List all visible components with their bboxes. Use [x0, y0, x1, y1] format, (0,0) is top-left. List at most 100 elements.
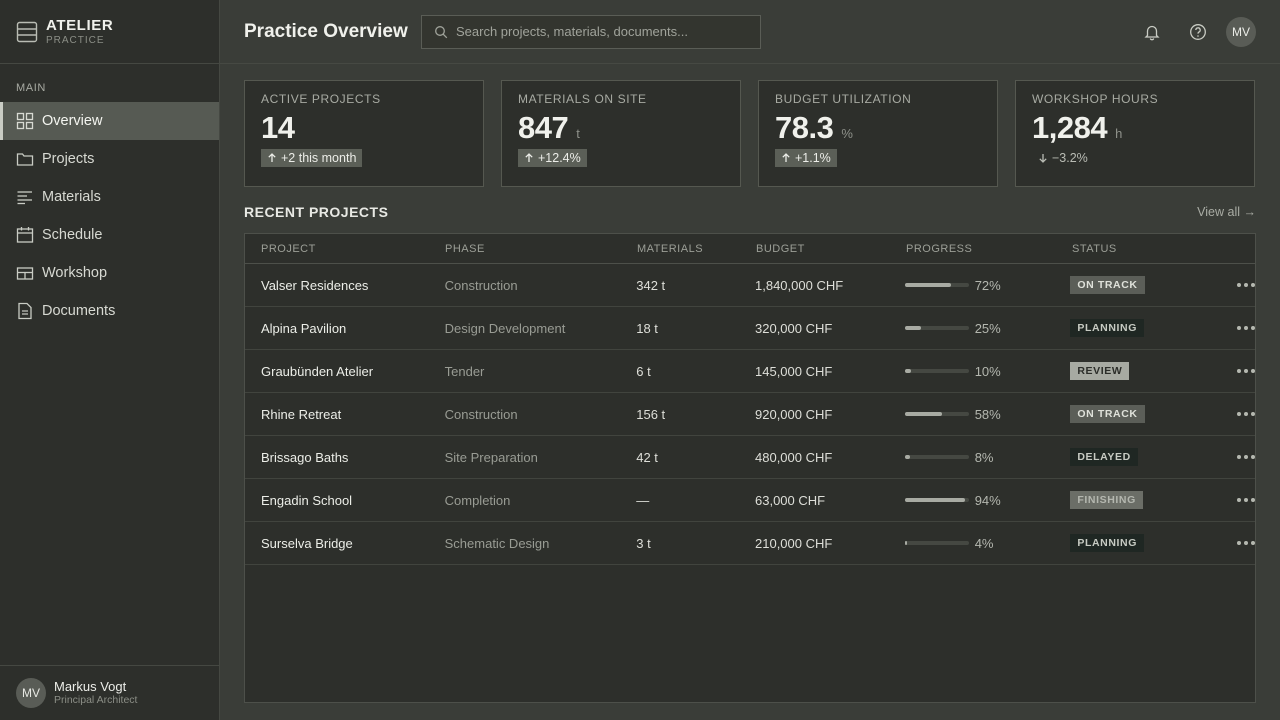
notifications-button[interactable] [1136, 16, 1168, 48]
kpi-delta: +2 this month [261, 149, 363, 167]
kpi-card-materials-on-site: MATERIALS ON SITE 847 t +12.4% [501, 80, 741, 187]
kpi-cards: ACTIVE PROJECTS 14 +2 this month MATERIA… [244, 80, 1255, 187]
more-options-icon[interactable] [1237, 365, 1255, 377]
progress-bar [904, 498, 969, 502]
progress-bar [904, 412, 969, 416]
kpi-unit: t [576, 126, 580, 141]
status-badge: REVIEW [1070, 362, 1130, 380]
user-profile[interactable]: MV Markus Vogt Principal Architect [0, 665, 219, 720]
sidebar-item-projects[interactable]: Projects [0, 140, 219, 178]
status-cell: PLANNING [1070, 319, 1210, 337]
progress-bar-fill [904, 326, 921, 330]
progress-bar [904, 541, 969, 545]
more-options-icon[interactable] [1237, 451, 1255, 463]
sidebar-item-label: Overview [42, 113, 103, 129]
table-row[interactable]: Surselva Bridge Schematic Design 3 t 210… [245, 522, 1255, 565]
sidebar-item-schedule[interactable]: Schedule [0, 216, 219, 254]
project-name: Surselva Bridge [261, 535, 353, 551]
table-row[interactable]: Engadin School Completion — 63,000 CHF 9… [245, 479, 1255, 522]
sidebar-item-label: Workshop [42, 265, 108, 281]
calendar-icon [16, 226, 34, 244]
more-options-icon[interactable] [1237, 322, 1255, 334]
more-options-icon[interactable] [1237, 537, 1255, 549]
kpi-delta: +12.4% [518, 149, 587, 167]
status-badge: PLANNING [1070, 319, 1145, 337]
project-name: Valser Residences [261, 277, 369, 293]
header-avatar[interactable]: MV [1226, 17, 1256, 47]
avatar: MV [16, 678, 46, 708]
project-materials: 342 t [636, 277, 666, 293]
workshop-icon [16, 264, 34, 282]
more-options-icon[interactable] [1237, 408, 1255, 420]
row-actions [1210, 279, 1255, 291]
status-badge: FINISHING [1070, 491, 1143, 509]
project-progress: 25% [904, 321, 1071, 336]
project-name: Brissago Baths [261, 449, 349, 465]
status-badge: DELAYED [1070, 448, 1138, 466]
kpi-label: WORKSHOP HOURS [1032, 92, 1159, 106]
column-header-status[interactable]: STATUS [1072, 242, 1117, 255]
project-phase: Tender [444, 363, 485, 379]
brand-subtitle: PRACTICE [46, 34, 105, 46]
table-row[interactable]: Alpina Pavilion Design Development 18 t … [245, 307, 1255, 350]
column-header-materials[interactable]: MATERIALS [637, 242, 704, 255]
project-budget: 210,000 CHF [755, 535, 833, 551]
search-box[interactable] [421, 14, 761, 49]
sidebar-item-overview[interactable]: Overview [0, 102, 219, 140]
project-progress: 72% [904, 278, 1071, 293]
project-materials: 156 t [636, 406, 666, 422]
progress-bar-fill [904, 412, 942, 416]
view-all-link[interactable]: View all → [1197, 205, 1256, 219]
project-budget: 63,000 CHF [755, 492, 826, 508]
arrow-down-icon [1039, 154, 1047, 163]
kpi-card-active-projects: ACTIVE PROJECTS 14 +2 this month [244, 80, 484, 187]
sidebar-item-documents[interactable]: Documents [0, 292, 219, 330]
progress-bar-fill [904, 369, 912, 373]
document-icon [16, 302, 34, 320]
sidebar-item-materials[interactable]: Materials [0, 178, 219, 216]
progress-bar-fill [904, 455, 910, 459]
kpi-value: 847 [518, 110, 569, 145]
project-budget: 480,000 CHF [755, 449, 833, 465]
sidebar-item-label: Documents [42, 303, 116, 319]
help-button[interactable] [1182, 16, 1214, 48]
kpi-card-budget-utilization: BUDGET UTILIZATION 78.3 % +1.1% [758, 80, 998, 187]
status-cell: ON TRACK [1070, 405, 1210, 423]
project-budget: 920,000 CHF [755, 406, 833, 422]
sidebar-item-label: Schedule [42, 227, 103, 243]
kpi-value: 1,284 [1032, 110, 1108, 145]
more-options-icon[interactable] [1237, 279, 1255, 291]
column-header-budget[interactable]: BUDGET [756, 242, 805, 255]
kpi-unit: % [841, 126, 853, 141]
column-header-phase[interactable]: PHASE [445, 242, 485, 255]
project-name: Alpina Pavilion [261, 320, 347, 336]
project-progress: 10% [904, 364, 1071, 379]
table-row[interactable]: Rhine Retreat Construction 156 t 920,000… [245, 393, 1255, 436]
status-badge: ON TRACK [1070, 276, 1145, 294]
table-row[interactable]: Brissago Baths Site Preparation 42 t 480… [245, 436, 1255, 479]
project-materials: 42 t [636, 449, 658, 465]
table-body: Valser Residences Construction 342 t 1,8… [245, 264, 1255, 565]
brand-title: ATELIER [46, 16, 114, 34]
kpi-unit: h [1115, 126, 1123, 141]
search-input[interactable] [456, 24, 746, 39]
folder-icon [16, 150, 34, 168]
page-title: Practice Overview [244, 20, 408, 42]
project-progress: 4% [904, 536, 1071, 551]
sidebar-item-workshop[interactable]: Workshop [0, 254, 219, 292]
help-icon [1190, 24, 1206, 40]
column-header-project[interactable]: PROJECT [261, 242, 316, 255]
sidebar-item-label: Projects [42, 151, 95, 167]
kpi-delta: −3.2% [1032, 149, 1094, 167]
status-cell: FINISHING [1070, 491, 1210, 509]
column-header-progress[interactable]: PROGRESS [906, 242, 973, 255]
user-role: Principal Architect [54, 694, 138, 706]
projects-table: PROJECT PHASE MATERIALS BUDGET PROGRESS … [244, 233, 1256, 703]
status-cell: ON TRACK [1070, 276, 1210, 294]
table-row[interactable]: Graubünden Atelier Tender 6 t 145,000 CH… [245, 350, 1255, 393]
arrow-up-icon [782, 153, 790, 162]
project-name: Graubünden Atelier [261, 363, 374, 379]
table-row[interactable]: Valser Residences Construction 342 t 1,8… [245, 264, 1255, 307]
more-options-icon[interactable] [1237, 494, 1255, 506]
kpi-label: ACTIVE PROJECTS [261, 92, 381, 106]
